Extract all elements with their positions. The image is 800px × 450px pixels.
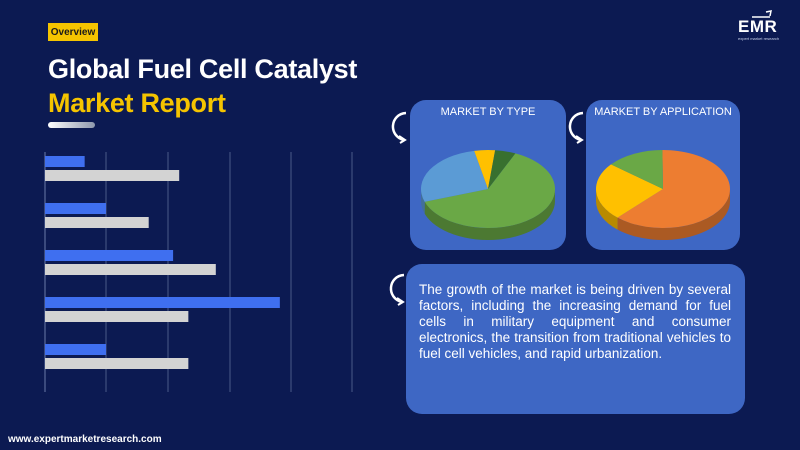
bar-gray — [45, 170, 180, 181]
pie-slice-side — [596, 189, 618, 230]
bar-blue — [45, 250, 174, 261]
swirl-arrow-icon — [568, 111, 584, 144]
pie-slice-side — [421, 189, 425, 214]
pie-slice — [474, 150, 496, 189]
bar-blue — [45, 344, 106, 355]
pie-slice — [424, 153, 555, 229]
market-by-type-panel: MARKET BY TYPE — [410, 100, 566, 250]
market-by-application-panel: MARKET BY APPLICATION — [586, 100, 740, 250]
bar-gray — [45, 217, 149, 228]
swirl-arrow-icon — [391, 111, 407, 144]
pie-slice-side — [424, 189, 555, 240]
market-by-type-pie — [421, 150, 555, 240]
pie-slice — [617, 150, 730, 228]
logo-text: EMR — [738, 17, 778, 36]
title-line-1: Global Fuel Cell Catalyst — [48, 54, 358, 84]
market-by-application-title: MARKET BY APPLICATION — [594, 106, 732, 118]
bar-blue — [45, 156, 85, 167]
pie-slice — [610, 150, 663, 189]
pie-slice — [596, 164, 663, 218]
footer-url: www.expertmarketresearch.com — [8, 434, 162, 445]
page-title: Global Fuel Cell Catalyst Market Report — [48, 52, 357, 120]
bar-chart — [44, 152, 353, 392]
pie-slice — [488, 150, 516, 189]
bar-gray — [45, 264, 216, 275]
title-line-2: Market Report — [48, 88, 226, 118]
pie-slice-side — [617, 189, 730, 240]
swirl-arrow-icon — [389, 273, 405, 306]
bar-blue — [45, 203, 106, 214]
bar-gray — [45, 311, 189, 322]
market-by-type-title: MARKET BY TYPE — [440, 106, 536, 118]
bar-blue — [45, 297, 280, 308]
bar-gray — [45, 358, 189, 369]
logo-tagline: expert market research — [738, 36, 780, 41]
description-text: The growth of the market is being driven… — [419, 282, 731, 361]
overview-badge: Overview — [48, 23, 98, 41]
title-underline-pill — [48, 122, 95, 128]
description-panel: The growth of the market is being driven… — [406, 264, 745, 414]
pie-slice — [421, 150, 488, 202]
logo-arrow-icon — [752, 10, 772, 18]
emr-logo: EMR expert market research — [738, 10, 784, 41]
market-by-application-pie — [596, 150, 730, 240]
